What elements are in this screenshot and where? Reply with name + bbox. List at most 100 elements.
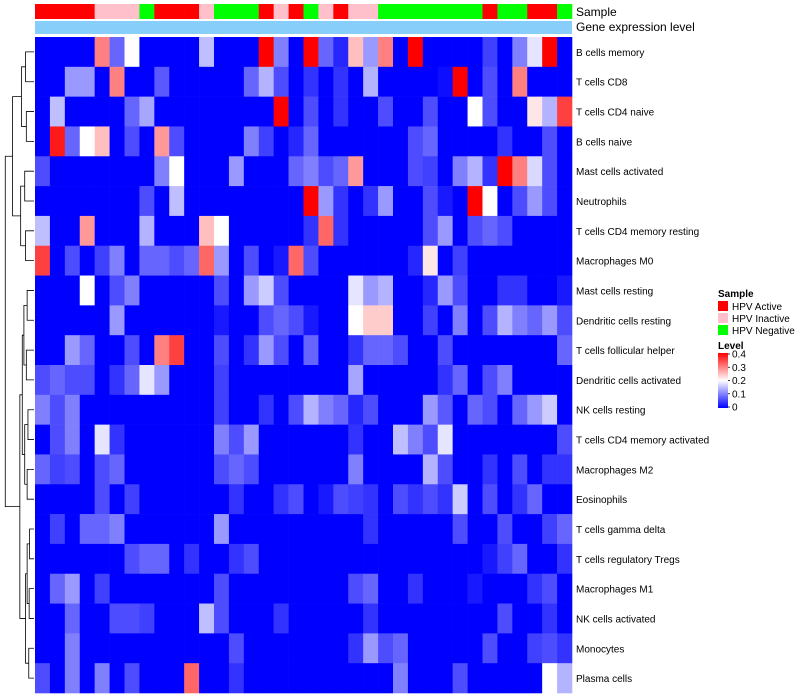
heatmap-cell xyxy=(542,66,558,97)
heatmap-cell xyxy=(35,663,51,694)
heatmap-cell xyxy=(303,245,319,276)
heatmap-cell xyxy=(527,37,543,68)
heatmap-cell xyxy=(243,275,260,306)
heatmap-cell xyxy=(288,603,304,634)
heatmap-cell xyxy=(139,424,155,455)
sample-annotation-label: Sample xyxy=(576,5,617,19)
heatmap-cell xyxy=(243,365,260,396)
heatmap-cell xyxy=(273,156,289,187)
legend-colorbar xyxy=(718,353,728,408)
heatmap-cell xyxy=(407,156,424,187)
heatmap-cell xyxy=(124,245,140,276)
heatmap-cell xyxy=(243,335,260,366)
heatmap-cell xyxy=(542,484,558,515)
heatmap-cell xyxy=(288,126,304,157)
heatmap-cell xyxy=(318,275,334,306)
heatmap-cell xyxy=(512,96,528,127)
heatmap-cell xyxy=(378,305,394,336)
heatmap-cell xyxy=(333,156,349,187)
heatmap-cell xyxy=(109,454,125,485)
heatmap-cell xyxy=(139,245,155,276)
heatmap-cell xyxy=(333,663,349,694)
heatmap-cell xyxy=(318,156,334,187)
heatmap-cell xyxy=(139,514,155,545)
heatmap-cell xyxy=(512,603,528,634)
heatmap-cell xyxy=(512,424,528,455)
heatmap-cell xyxy=(243,394,260,425)
heatmap-cell xyxy=(557,335,573,366)
heatmap-cell xyxy=(422,37,439,68)
heatmap-cell xyxy=(482,305,498,336)
heatmap-cell xyxy=(288,66,304,97)
heatmap-cell xyxy=(542,514,558,545)
heatmap-cell xyxy=(467,484,483,515)
heatmap-cell xyxy=(303,215,319,247)
heatmap-cell xyxy=(79,543,95,575)
heatmap-cell xyxy=(64,573,81,604)
heatmap-cell xyxy=(542,573,558,604)
heatmap-cell xyxy=(258,245,274,276)
heatmap-cell xyxy=(169,335,185,366)
heatmap-cell xyxy=(243,156,260,187)
heatmap-cell xyxy=(94,633,110,664)
heatmap-cell xyxy=(184,66,200,97)
heatmap-cell xyxy=(288,37,304,68)
heatmap-cell xyxy=(35,424,51,455)
heatmap-cell xyxy=(348,663,364,694)
heatmap-cell xyxy=(184,484,200,515)
heatmap-cell xyxy=(467,573,483,604)
heatmap-cell xyxy=(303,603,319,634)
heatmap-cell xyxy=(407,245,424,276)
row-label: B cells memory xyxy=(576,48,644,59)
heatmap-cell xyxy=(49,603,66,634)
heatmap-cell xyxy=(333,543,349,575)
heatmap-cell xyxy=(527,96,543,127)
heatmap-cell xyxy=(378,245,394,276)
heatmap-cell xyxy=(243,186,260,217)
row-label: Mast cells resting xyxy=(576,286,653,297)
heatmap-cell xyxy=(94,305,110,336)
heatmap-cell xyxy=(437,633,453,664)
heatmap-cell xyxy=(199,186,215,217)
heatmap-cell xyxy=(169,454,185,485)
heatmap-cell xyxy=(35,573,51,604)
heatmap-cell xyxy=(452,66,468,97)
heatmap-cell xyxy=(258,66,274,97)
heatmap-cell xyxy=(109,215,125,247)
heatmap-cell xyxy=(64,484,81,515)
heatmap-cell xyxy=(169,365,185,396)
heatmap-cell xyxy=(49,156,66,187)
heatmap-cell xyxy=(422,245,439,276)
heatmap-cell xyxy=(437,394,453,425)
row-label: T cells CD4 memory resting xyxy=(576,227,699,238)
heatmap-cell xyxy=(467,305,483,336)
heatmap-cell xyxy=(527,663,543,694)
heatmap-cell xyxy=(393,543,409,575)
heatmap-cell xyxy=(333,215,349,247)
heatmap-cell xyxy=(407,514,424,545)
heatmap-cell xyxy=(139,633,155,664)
heatmap-cell xyxy=(557,365,573,396)
heatmap-cell xyxy=(109,394,125,425)
heatmap-cell xyxy=(527,573,543,604)
heatmap-cell xyxy=(512,66,528,97)
heatmap-cell xyxy=(228,96,245,127)
row-label: T cells CD8 xyxy=(576,78,628,89)
heatmap-cell xyxy=(557,66,573,97)
heatmap-cell xyxy=(35,305,51,336)
heatmap-cell xyxy=(64,305,81,336)
heatmap-cell xyxy=(184,126,200,157)
heatmap-cell xyxy=(303,275,319,306)
heatmap-cell xyxy=(512,156,528,187)
row-label: Eosinophils xyxy=(576,495,627,506)
heatmap-cell xyxy=(497,126,513,157)
heatmap-cell xyxy=(422,394,439,425)
heatmap-cell xyxy=(393,603,409,634)
heatmap-cell xyxy=(363,663,379,694)
row-label: Macrophages M1 xyxy=(576,585,654,596)
heatmap-cell xyxy=(258,573,274,604)
heatmap-cell xyxy=(139,484,155,515)
heatmap-cell xyxy=(184,573,200,604)
heatmap-cell xyxy=(154,96,170,127)
heatmap-cell xyxy=(482,424,498,455)
